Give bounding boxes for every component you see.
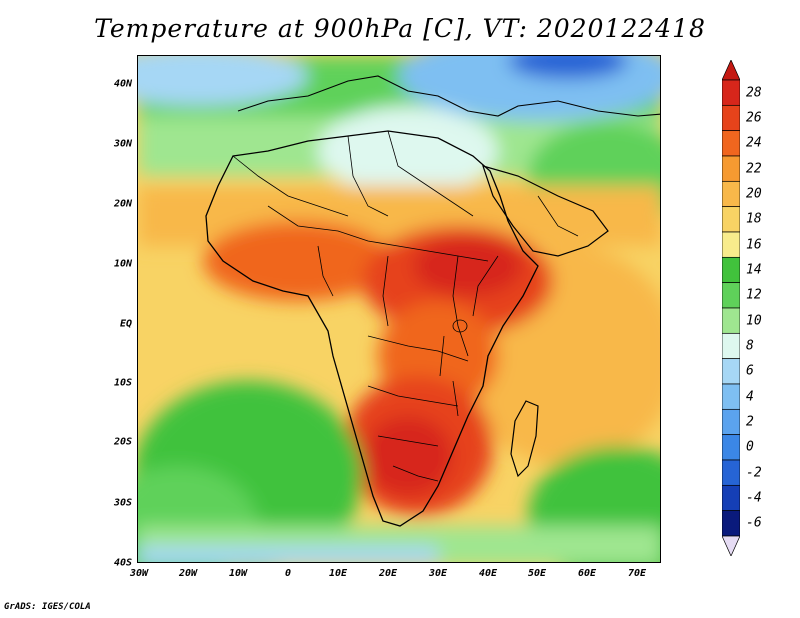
colorbar-label: 8 [746, 338, 754, 354]
colorbar-label: -6 [746, 515, 762, 531]
colorbar-swatch [722, 282, 740, 309]
y-tick-label: 20S [113, 436, 132, 448]
lake-tanganyika [439, 335, 445, 377]
colorbar-label: 10 [746, 313, 762, 329]
colorbar-under-triangle [722, 535, 740, 556]
y-tick-label: EQ [119, 318, 132, 330]
x-tick-label: 70E [627, 568, 647, 579]
x-tick-label: 60E [577, 568, 597, 579]
colorbar-swatch [722, 408, 740, 436]
colorbar-label: 16 [746, 237, 762, 253]
sahara-cool-region [318, 106, 498, 196]
colorbar-label: 4 [746, 389, 754, 405]
y-tick-label: 40S [113, 557, 132, 569]
colorbar-swatch [722, 484, 740, 512]
colorbar-swatch [722, 307, 740, 334]
y-tick-label: 30S [113, 497, 132, 509]
colorbar-over-triangle [722, 60, 740, 81]
x-tick-label: 20E [378, 568, 398, 579]
colorbar-swatch [722, 130, 740, 157]
y-tick-label: 10N [113, 258, 132, 270]
colorbar-label: 22 [746, 161, 762, 177]
x-tick-label: 40E [478, 568, 498, 579]
africa-coastline [205, 130, 539, 527]
x-tick-label: 20W [178, 568, 198, 579]
colorbar-swatch [722, 510, 740, 537]
x-tick-label: 10W [228, 568, 248, 579]
madagascar-coastline [510, 400, 539, 478]
colorbar-swatch [722, 383, 740, 410]
y-tick-label: 40N [113, 78, 132, 90]
country-borders [232, 130, 579, 482]
colorbar-label: 20 [746, 186, 762, 202]
colorbar-swatch [722, 104, 740, 132]
y-tick-label: 10S [113, 377, 132, 389]
central-africa-core [413, 236, 523, 296]
west-africa-heat [203, 221, 393, 301]
far-northeast-cold-core [508, 56, 628, 79]
colorbar-label: 14 [746, 262, 762, 278]
colorbar-label: -2 [746, 465, 762, 481]
credit-label: GrADS: IGES/COLA [4, 602, 91, 612]
colorbar-label: -4 [746, 490, 762, 506]
colorbar-swatch [722, 434, 740, 461]
arabia-coastline [482, 165, 609, 257]
lake-victoria [452, 319, 468, 333]
x-tick-label: 0 [284, 568, 292, 579]
temperature-map [137, 55, 661, 563]
europe-coastline [237, 75, 660, 117]
colorbar-label: 6 [746, 363, 754, 379]
colorbar-swatch [722, 358, 740, 385]
colorbar-label: 28 [746, 85, 762, 101]
colorbar-swatch [722, 332, 740, 360]
y-tick-label: 30N [113, 138, 132, 150]
x-tick-label: 30W [129, 568, 149, 579]
map-title: Temperature at 900hPa [C], VT: 202012241… [94, 14, 706, 43]
colorbar-swatch [722, 155, 740, 182]
tropical-warm-band [138, 186, 660, 246]
northwest-cool-region [138, 56, 308, 106]
colorbar-label: 26 [746, 110, 762, 126]
colorbar-swatch [722, 206, 740, 233]
southern-ocean-cool [138, 546, 438, 562]
colorbar-label: 0 [746, 439, 754, 455]
colorbar-swatch [722, 231, 740, 258]
colorbar [722, 60, 740, 556]
y-tick-label: 20N [113, 198, 132, 210]
lake-malawi [452, 380, 459, 417]
colorbar-label: 24 [746, 135, 762, 151]
x-tick-label: 10E [328, 568, 348, 579]
colorbar-swatch [722, 180, 740, 208]
colorbar-swatch [722, 459, 740, 486]
colorbar-swatch [722, 256, 740, 284]
colorbar-swatch [722, 79, 740, 106]
x-tick-label: 50E [527, 568, 547, 579]
colorbar-label: 12 [746, 287, 762, 303]
x-tick-label: 30E [428, 568, 448, 579]
colorbar-label: 18 [746, 211, 762, 227]
southern-africa-core [363, 416, 453, 496]
colorbar-label: 2 [746, 414, 754, 430]
